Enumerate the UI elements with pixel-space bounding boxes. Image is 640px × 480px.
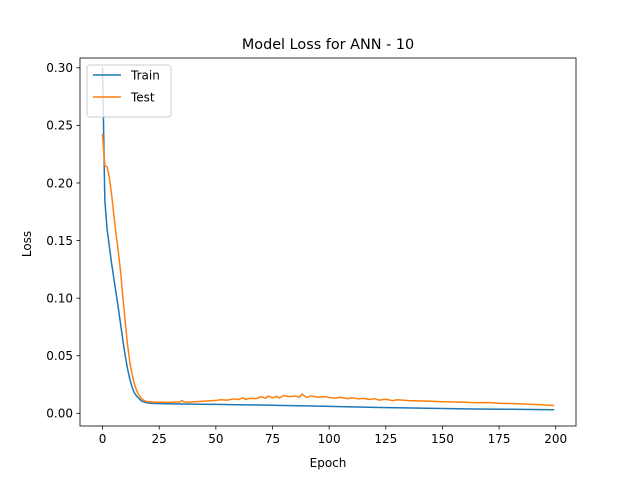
x-tick-label: 175 [488,432,511,446]
x-tick-label: 125 [374,432,397,446]
y-tick-label: 0.30 [46,61,73,75]
series-line-train [101,67,555,411]
x-axis: 0 25 50 75 100 125 150 175 200 [99,426,567,446]
legend-label-train: Train [130,68,160,82]
y-tick-label: 0.00 [46,407,73,421]
x-tick-label: 0 [99,432,107,446]
x-tick-label: 50 [208,432,223,446]
plot-frame [79,57,577,427]
x-tick-label: 150 [431,432,454,446]
x-tick-label: 75 [265,432,280,446]
legend-box [86,64,172,118]
y-tick-label: 0.15 [46,234,73,248]
y-tick-label: 0.25 [46,119,73,133]
chart-title: Model Loss for ANN - 10 [242,37,414,53]
y-tick-label: 0.05 [46,349,73,363]
series-line-test [101,133,555,407]
legend: Train Test [86,64,172,118]
y-axis-label: Loss [20,231,34,257]
x-tick-label: 100 [318,432,341,446]
y-tick-label: 0.20 [46,176,73,190]
y-tick-label: 0.10 [46,291,73,305]
x-tick-label: 25 [152,432,167,446]
x-tick-label: 200 [544,432,567,446]
x-axis-label: Epoch [310,456,347,470]
y-axis: 0.00 0.05 0.10 0.15 0.20 0.25 0.30 [46,61,80,421]
legend-label-test: Test [130,90,155,104]
plot-area [101,67,555,411]
